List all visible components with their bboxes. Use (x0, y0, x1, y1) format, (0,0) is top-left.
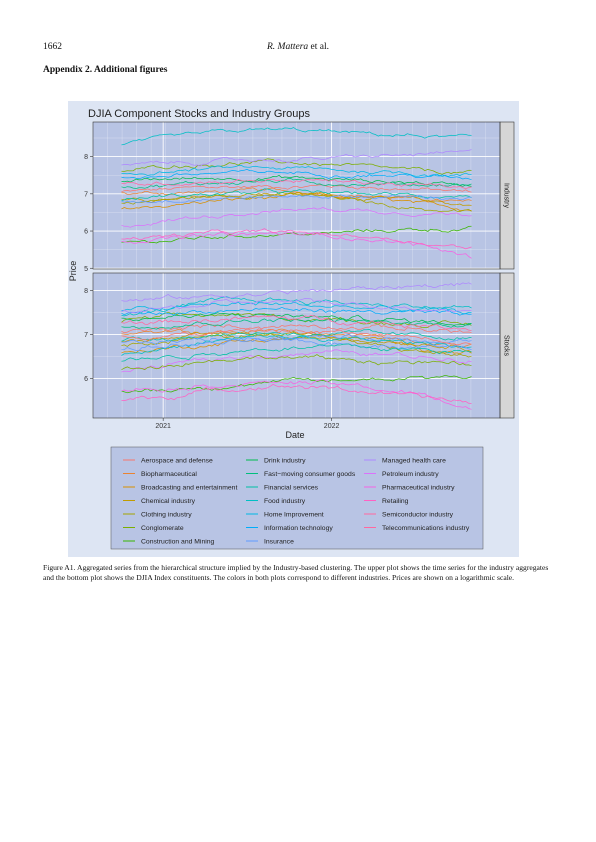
series-line-14 (121, 282, 472, 302)
legend-label: Home Improvement (264, 512, 324, 519)
legend-label: Information technology (264, 525, 333, 532)
series-line-7 (121, 174, 472, 187)
legend-label: Petroleum industry (382, 471, 439, 478)
series-line-9 (121, 188, 472, 202)
series-line-17 (121, 383, 472, 404)
legend-label: Broadcasting and entertainment (141, 485, 237, 492)
legend-label: Conglomerate (141, 525, 184, 532)
y-tick-label: 5 (84, 266, 88, 273)
legend-label: Semiconductor industry (382, 512, 454, 519)
series-line-9 (121, 329, 472, 342)
series-line-11 (121, 301, 472, 314)
facet-panel-stocks: 8 7 6 Stocks (84, 272, 515, 419)
series-line-23 (121, 354, 472, 371)
panel-border (92, 272, 501, 419)
page-number: 1662 (43, 42, 62, 52)
x-axis-ticks: 2021 2022 (155, 418, 339, 430)
y-tick-label: 8 (84, 154, 88, 161)
series-line-7 (121, 312, 472, 326)
y-tick-label: 7 (84, 191, 88, 198)
legend-label: Pharmaceutical industry (382, 485, 455, 492)
series-line-5 (121, 158, 472, 175)
series-line-11 (121, 164, 472, 177)
figure: DJIA Component Stocks and Industry Group… (68, 101, 519, 557)
x-tick-label: 2021 (155, 423, 171, 430)
chart-panels: 8 7 6 5 Industry 8 7 6 Stocks (84, 121, 515, 419)
legend-label: Drink industry (264, 458, 306, 465)
legend-label: Food industry (264, 498, 306, 505)
series-line-8 (121, 178, 472, 189)
series-line-1 (121, 328, 472, 348)
running-head-author: R. Mattera (266, 42, 309, 52)
series-line-13 (121, 194, 472, 203)
legend: Aerospace and defense Biopharmaceutical Br… (110, 446, 484, 550)
facet-strip-label: Stocks (503, 335, 510, 357)
y-tick-label: 7 (84, 332, 88, 339)
x-tick-label: 2022 (324, 423, 340, 430)
y-axis-label: Price (68, 261, 78, 282)
figure-caption: Figure A1. Aggregated series from the hi… (43, 563, 549, 583)
y-tick-label: 8 (84, 288, 88, 295)
legend-label: Retailing (382, 498, 409, 505)
legend-label: Biopharmaceutical (141, 471, 197, 478)
running-head-suffix: et al. (308, 42, 329, 52)
legend-label: Clothing industry (141, 512, 192, 519)
legend-label: Managed health care (382, 458, 446, 465)
series-line-0 (121, 184, 472, 193)
legend-label: Chemical industry (141, 498, 196, 505)
legend-label: Insurance (264, 539, 294, 546)
legend-box (110, 446, 484, 550)
x-axis-label: Date (285, 430, 304, 440)
panel-border (92, 121, 501, 270)
series-line-16 (121, 231, 472, 259)
series-line-12 (121, 169, 472, 181)
legend-label: Financial services (264, 485, 319, 492)
legend-label: Construction and Mining (141, 539, 215, 546)
line-chart: DJIA Component Stocks and Industry Group… (68, 101, 519, 557)
series-line-21 (121, 328, 472, 346)
series-line-10 (121, 127, 472, 146)
series-line-14 (121, 149, 472, 167)
running-head: R. Mattera et al. (0, 42, 596, 52)
series-line-15 (121, 349, 472, 373)
series-line-18 (121, 178, 472, 190)
series-line-17 (121, 228, 472, 250)
series-line-18 (121, 315, 472, 331)
section-title: Appendix 2. Additional figures (43, 65, 168, 75)
series-line-22 (121, 343, 472, 362)
series-line-0 (121, 323, 472, 334)
legend-label: Telecommunications industry (382, 525, 470, 532)
series-line-13 (121, 333, 472, 345)
chart-title: DJIA Component Stocks and Industry Group… (88, 108, 310, 120)
series-line-6 (121, 374, 472, 394)
legend-label: Fast−moving consumer goods (264, 471, 356, 478)
y-tick-label: 6 (84, 376, 88, 383)
series-line-4 (121, 192, 472, 212)
facet-strip-label: Industry (503, 183, 510, 208)
y-tick-label: 6 (84, 229, 88, 236)
series-line-15 (121, 207, 472, 228)
series-line-16 (121, 379, 472, 410)
facet-panel-industry: 8 7 6 5 Industry (84, 121, 515, 273)
legend-label: Aerospace and defense (141, 458, 213, 465)
series-line-24 (121, 298, 472, 314)
series-line-12 (121, 306, 472, 316)
